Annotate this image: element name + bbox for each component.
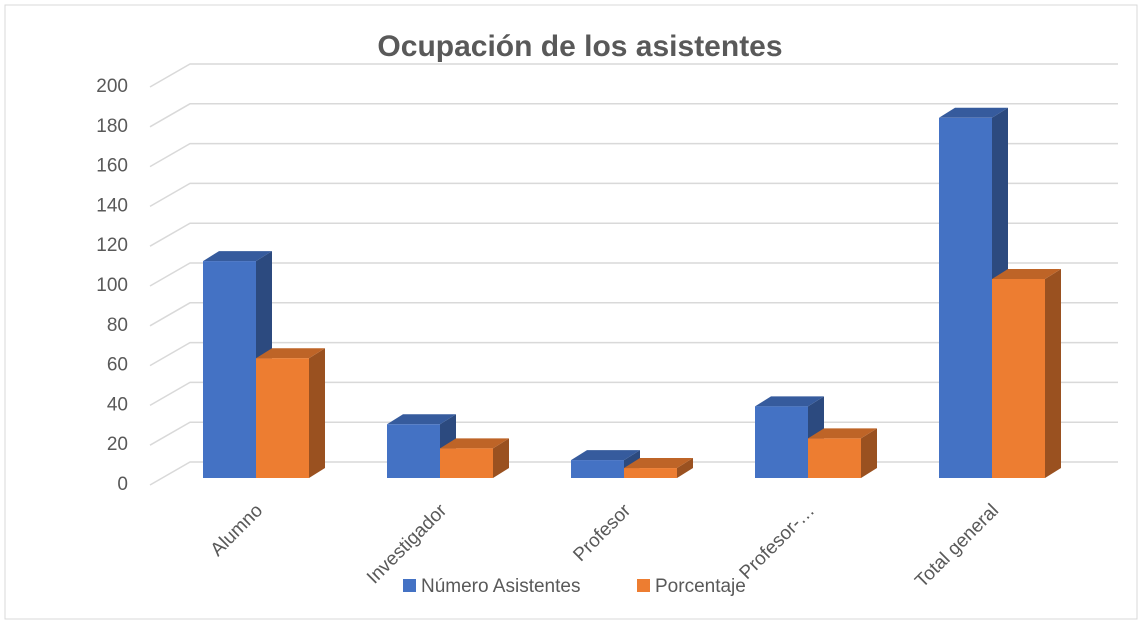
bar: [203, 261, 256, 478]
grid-line: [149, 142, 1118, 168]
bar-top: [571, 450, 640, 461]
grid-line: [149, 63, 1118, 88]
grid-line: [149, 302, 1118, 327]
bars: [203, 107, 1061, 478]
bar: [992, 279, 1045, 478]
y-tick-label: 20: [107, 434, 128, 455]
grid-line: [149, 103, 1118, 128]
bar: [440, 448, 493, 478]
y-tick-label: 160: [96, 156, 128, 177]
legend-label: Número Asistentes: [421, 576, 580, 597]
bar-top: [256, 348, 325, 359]
bar: [624, 468, 677, 478]
grid-line: [149, 381, 1118, 407]
bar-top: [755, 396, 824, 407]
legend-label: Porcentaje: [655, 576, 746, 597]
y-tick-label: 180: [96, 116, 128, 137]
bar-top: [992, 269, 1061, 279]
bar-top: [624, 458, 693, 469]
bar-side: [677, 458, 693, 478]
grid-line: [149, 262, 1118, 287]
grid-line: [149, 182, 1118, 208]
y-tick-label: 200: [96, 76, 128, 97]
bar: [939, 117, 992, 478]
y-tick-label: 100: [96, 275, 128, 296]
legend-swatch: [637, 579, 650, 592]
y-tick-label: 140: [96, 195, 128, 216]
y-tick-label: 0: [117, 474, 128, 495]
legend-swatch: [403, 579, 416, 592]
bar-top: [203, 251, 272, 262]
bar-side: [1045, 269, 1061, 478]
bar-top: [440, 438, 509, 449]
bar-side: [493, 438, 509, 478]
chart-title: Ocupación de los asistentes: [377, 30, 782, 63]
bar-top: [387, 414, 456, 425]
y-tick-label: 40: [107, 394, 128, 415]
bar: [571, 460, 624, 478]
bar: [755, 406, 808, 478]
grid-line: [149, 222, 1118, 247]
grid-line: [149, 341, 1118, 367]
bar: [808, 438, 861, 478]
bar-side: [861, 428, 877, 478]
bar-top: [808, 428, 877, 439]
y-tick-label: 60: [107, 355, 128, 376]
bar: [387, 424, 440, 478]
bar: [256, 358, 309, 478]
bar-side: [309, 348, 325, 478]
y-tick-label: 80: [107, 315, 128, 336]
bar-top: [939, 107, 1008, 118]
y-tick-label: 120: [96, 235, 128, 256]
